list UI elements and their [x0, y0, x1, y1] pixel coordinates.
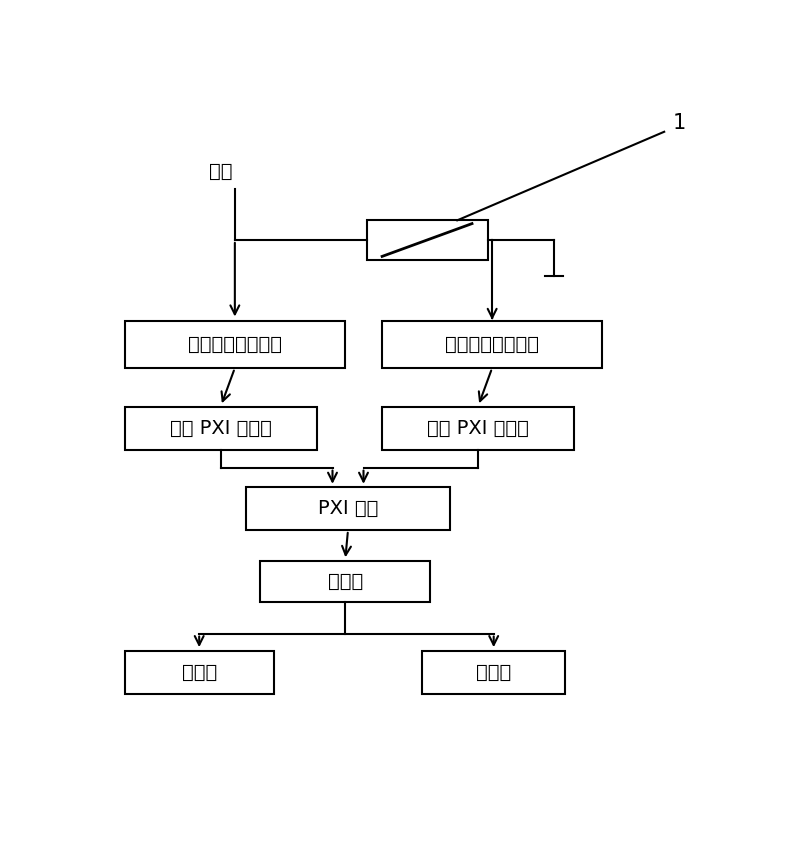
- Bar: [125, 407, 317, 450]
- Text: 第二 PXI 采集卡: 第二 PXI 采集卡: [427, 419, 529, 438]
- Text: 第一 PXI 采集卡: 第一 PXI 采集卡: [170, 419, 272, 438]
- Bar: [260, 561, 430, 602]
- Text: 第二电压隔离模块: 第二电压隔离模块: [445, 335, 539, 354]
- Bar: [382, 407, 574, 450]
- Text: PXI 机笱: PXI 机笱: [318, 499, 378, 518]
- Bar: [125, 651, 274, 694]
- Text: 1: 1: [673, 113, 686, 133]
- Bar: [422, 651, 565, 694]
- Bar: [366, 221, 487, 260]
- Text: 第一电压隔离模块: 第一电压隔离模块: [188, 335, 282, 354]
- Text: 打印机: 打印机: [476, 663, 511, 682]
- Bar: [125, 320, 345, 368]
- Text: 工控机: 工控机: [327, 573, 363, 591]
- Bar: [246, 487, 450, 530]
- Bar: [382, 320, 602, 368]
- Text: 显示器: 显示器: [182, 663, 217, 682]
- Text: 电源: 电源: [209, 162, 232, 181]
